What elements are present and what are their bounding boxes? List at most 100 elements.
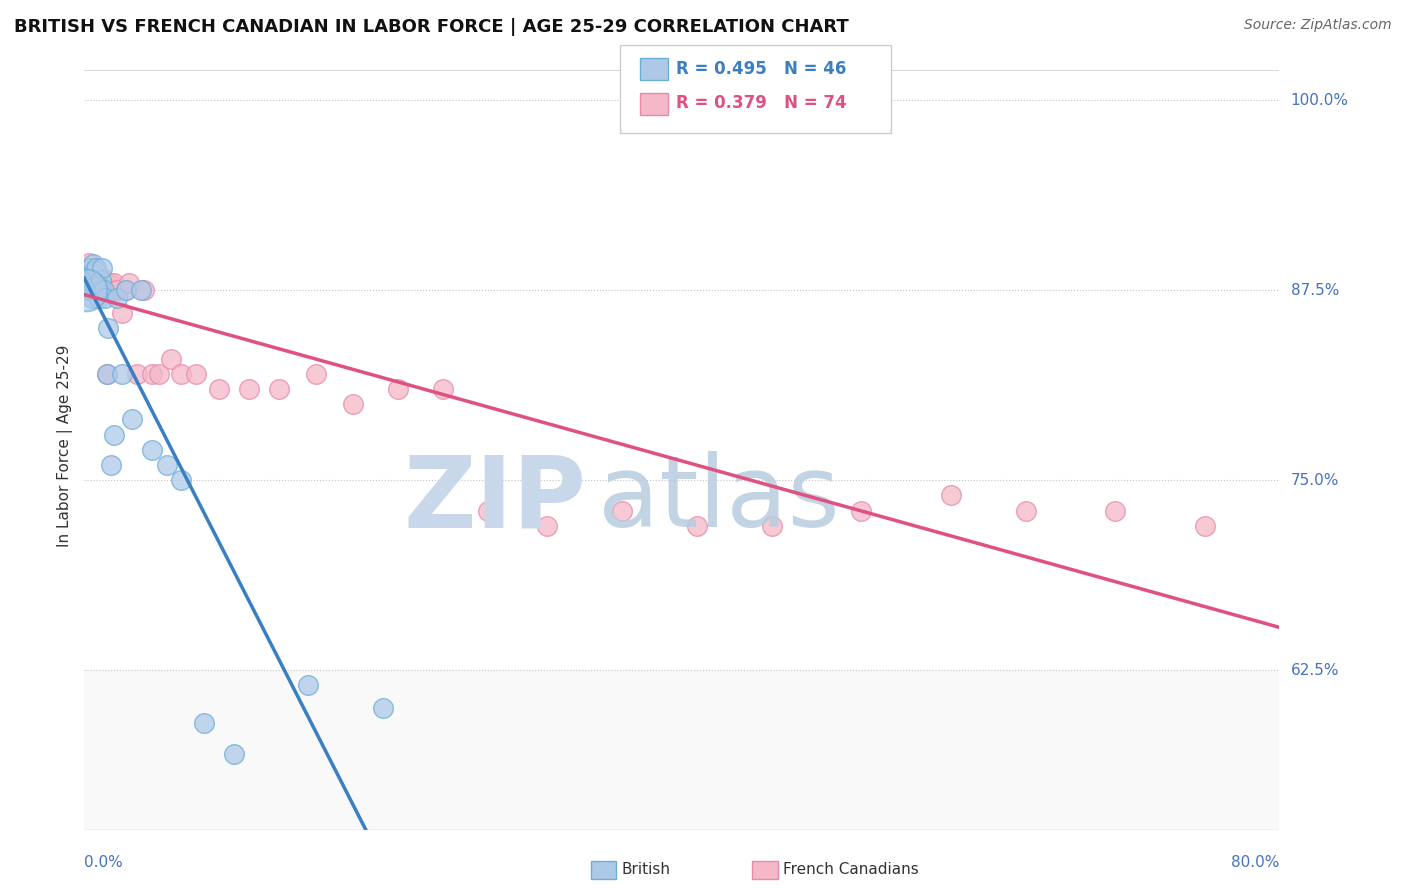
Point — [186, 367, 208, 381]
Point — [75, 283, 97, 297]
Point — [79, 283, 101, 297]
Point — [83, 278, 105, 293]
Point — [77, 278, 100, 293]
Point — [111, 367, 134, 381]
Point — [75, 283, 97, 297]
Point — [90, 273, 112, 287]
Point — [91, 271, 114, 285]
Point — [125, 367, 148, 381]
Point — [83, 283, 105, 297]
Point — [80, 260, 103, 275]
Point — [1194, 518, 1216, 533]
Point — [76, 268, 98, 282]
Point — [80, 277, 103, 292]
Point — [75, 278, 97, 293]
Point — [77, 256, 100, 270]
Point — [208, 382, 231, 396]
Point — [132, 283, 156, 297]
Point — [94, 283, 117, 297]
Point — [89, 291, 111, 305]
Point — [82, 257, 104, 271]
Text: 0.0%: 0.0% — [84, 855, 124, 870]
Point — [77, 283, 100, 297]
Text: R = 0.379   N = 74: R = 0.379 N = 74 — [676, 95, 846, 112]
Point — [79, 260, 101, 275]
Point — [87, 283, 110, 297]
Point — [111, 306, 134, 320]
Point — [118, 276, 141, 290]
Text: French Canadians: French Canadians — [783, 863, 920, 877]
Point — [79, 271, 101, 285]
Point — [79, 271, 101, 285]
Point — [87, 276, 110, 290]
Point — [94, 291, 117, 305]
Point — [82, 268, 104, 282]
Text: 80.0%: 80.0% — [1232, 855, 1279, 870]
Point — [80, 271, 103, 285]
Point — [115, 283, 138, 297]
Point — [79, 263, 101, 277]
Point — [79, 278, 101, 293]
Point — [93, 283, 115, 297]
Point — [100, 458, 122, 472]
Point — [86, 277, 108, 292]
Text: 100.0%: 100.0% — [1291, 93, 1348, 108]
Point — [103, 276, 125, 290]
Point — [83, 265, 105, 279]
Point — [82, 278, 104, 293]
Point — [121, 412, 143, 426]
Point — [79, 278, 101, 293]
Point — [80, 276, 103, 290]
Text: atlas: atlas — [599, 451, 839, 549]
Point — [89, 273, 111, 287]
Point — [851, 503, 873, 517]
Point — [155, 458, 177, 472]
Point — [80, 291, 103, 305]
Point — [141, 367, 163, 381]
Point — [160, 351, 183, 366]
Point — [90, 273, 112, 287]
Point — [76, 278, 98, 293]
Point — [267, 382, 290, 396]
Point — [89, 283, 111, 297]
Point — [77, 276, 100, 290]
Point — [761, 518, 783, 533]
Point — [148, 367, 170, 381]
Point — [75, 273, 97, 287]
Point — [170, 473, 193, 487]
Point — [105, 291, 128, 305]
Point — [75, 283, 97, 297]
Point — [387, 382, 409, 396]
Point — [96, 276, 118, 290]
Point — [100, 283, 122, 297]
Point — [432, 382, 454, 396]
Point — [373, 701, 395, 715]
Point — [536, 518, 558, 533]
Point — [82, 283, 104, 297]
Point — [612, 503, 634, 517]
Point — [86, 260, 108, 275]
Point — [82, 276, 104, 290]
Point — [1014, 503, 1036, 517]
Point — [98, 276, 121, 290]
Point — [103, 427, 125, 442]
Point — [86, 283, 108, 297]
Point — [76, 263, 98, 277]
Point — [342, 397, 364, 411]
Text: 87.5%: 87.5% — [1291, 283, 1339, 298]
Point — [89, 278, 111, 293]
Point — [477, 503, 499, 517]
Bar — [84, 670, 1279, 830]
Point — [82, 283, 104, 297]
Point — [93, 283, 115, 297]
Text: 62.5%: 62.5% — [1291, 663, 1339, 678]
Point — [93, 276, 115, 290]
Text: Source: ZipAtlas.com: Source: ZipAtlas.com — [1244, 18, 1392, 32]
Point — [141, 442, 163, 457]
Y-axis label: In Labor Force | Age 25-29: In Labor Force | Age 25-29 — [58, 345, 73, 547]
Point — [83, 263, 105, 277]
Point — [170, 367, 193, 381]
Point — [76, 283, 98, 297]
Point — [91, 283, 114, 297]
Point — [87, 276, 110, 290]
